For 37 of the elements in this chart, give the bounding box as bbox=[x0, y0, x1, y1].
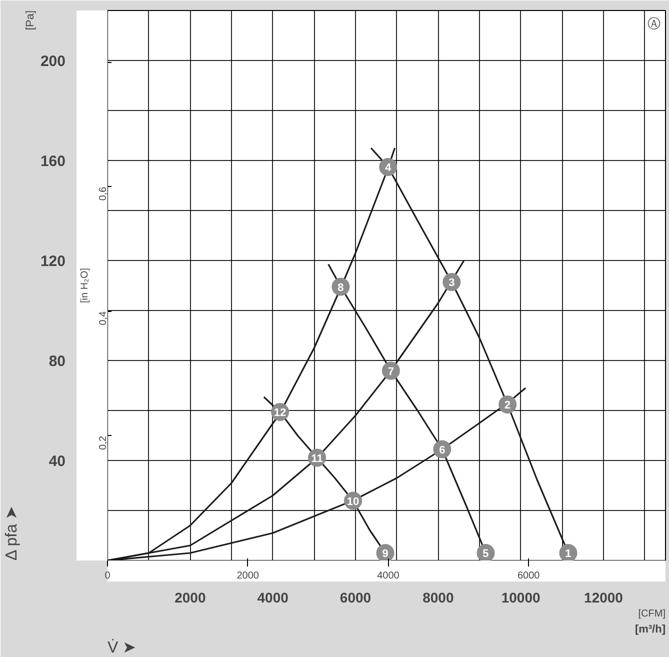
annotation: 9 bbox=[382, 548, 388, 560]
annotation: 2 bbox=[504, 400, 511, 412]
x-tick-label: 2000 bbox=[174, 590, 206, 606]
y2-tick-label: 0,6 bbox=[98, 186, 109, 201]
x-tick-label: 12000 bbox=[584, 590, 624, 606]
annotation: 8 bbox=[338, 282, 344, 294]
y-axis-title: [Pa] bbox=[24, 10, 36, 30]
x2-tick-label: 2000 bbox=[236, 570, 260, 582]
y2-axis-title: [in H₂O] bbox=[80, 268, 90, 303]
x2-axis-title: [CFM] bbox=[638, 608, 666, 620]
y-tick-label: 40 bbox=[48, 453, 66, 470]
annotation: 3 bbox=[448, 277, 455, 289]
text: V̇ ➤ bbox=[108, 638, 136, 656]
text: Δ pfa ➤ bbox=[4, 506, 20, 560]
x2-tick-label: 6000 bbox=[518, 570, 540, 582]
annotation: 5 bbox=[482, 548, 489, 560]
annotation: 1 bbox=[565, 548, 572, 560]
x-axis-title: [m³/h] bbox=[634, 624, 666, 636]
annotation: 10 bbox=[346, 496, 360, 508]
y-tick-label: 120 bbox=[40, 253, 66, 270]
x-tick-label: 10000 bbox=[501, 590, 541, 606]
y-tick-label: 160 bbox=[40, 153, 66, 170]
x-tick-label: 8000 bbox=[422, 590, 454, 606]
annotation: 7 bbox=[388, 366, 394, 378]
x-tick-label: 6000 bbox=[340, 590, 372, 606]
y-tick-label: 80 bbox=[48, 353, 66, 370]
annotation: 11 bbox=[311, 452, 323, 465]
annotation: Ⓐ bbox=[648, 16, 661, 32]
x-tick-label: 4000 bbox=[257, 590, 289, 606]
annotation: 6 bbox=[439, 444, 446, 456]
annotation: 12 bbox=[274, 407, 286, 419]
y-tick-label: 200 bbox=[40, 53, 66, 70]
y2-tick-label: 0,4 bbox=[98, 310, 109, 326]
x2-tick-label: 0 bbox=[104, 570, 111, 582]
x2-tick-label: 4000 bbox=[377, 570, 400, 582]
y2-tick-label: 0,2 bbox=[98, 435, 109, 450]
annotation: 4 bbox=[385, 162, 392, 174]
